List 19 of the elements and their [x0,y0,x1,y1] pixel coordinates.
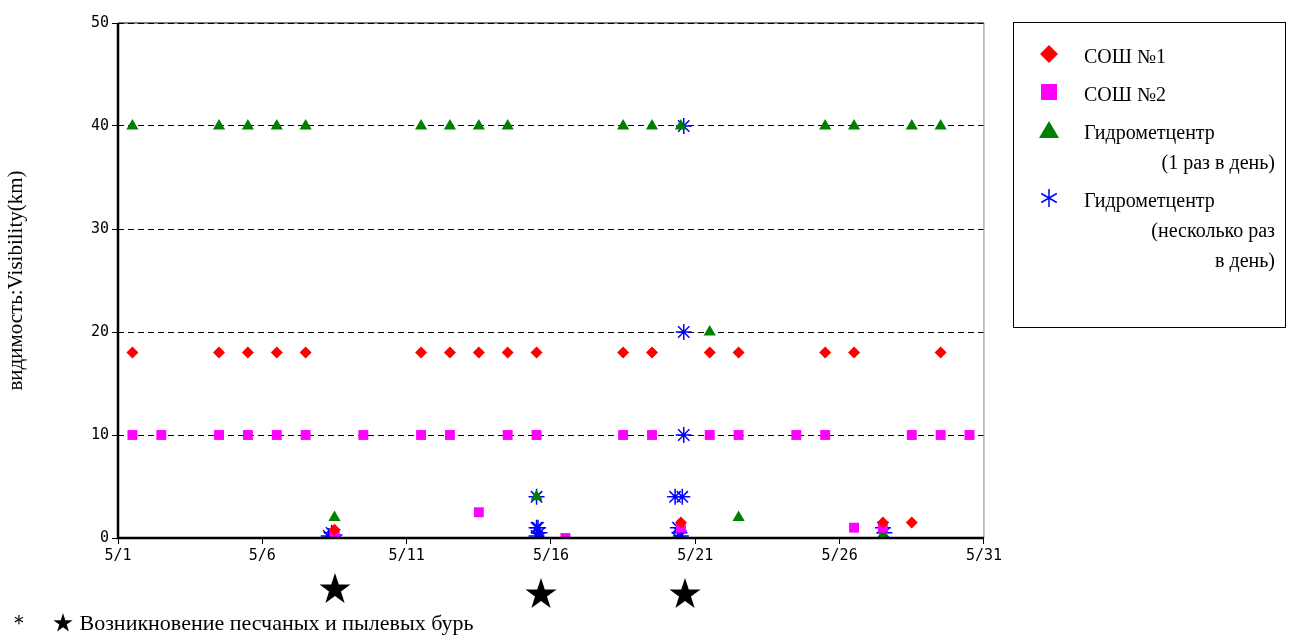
y-tick-label: 0 [99,527,109,546]
x-tick-label: 5/6 [248,545,276,564]
legend-label: Гидрометцентр (1 раз в день) [1084,120,1275,176]
x-tick-label: 5/26 [821,545,858,564]
text: ＊ ★ Возникновение песчаных и пылевых бурь [8,609,474,635]
x-tick-label: 5/1 [104,545,132,564]
y-tick-label: 40 [90,115,109,134]
legend-label: СОШ №1 [1084,44,1168,69]
y-tick-label: 30 [90,218,109,237]
legend-label: Гидрометцентр (несколько раз в день) [1084,188,1275,274]
x-tick-label: 5/21 [677,545,714,564]
y-tick-label: 20 [90,321,109,340]
y-axis-title: видимость:Visibility(km) [3,170,28,391]
x-tick-label: 5/31 [965,545,1002,564]
x-tick-label: 5/11 [388,545,425,564]
y-tick-label: 50 [90,12,109,31]
x-tick-label: 5/16 [532,545,570,564]
legend-label: СОШ №2 [1084,82,1168,107]
y-tick-label: 10 [90,424,109,443]
